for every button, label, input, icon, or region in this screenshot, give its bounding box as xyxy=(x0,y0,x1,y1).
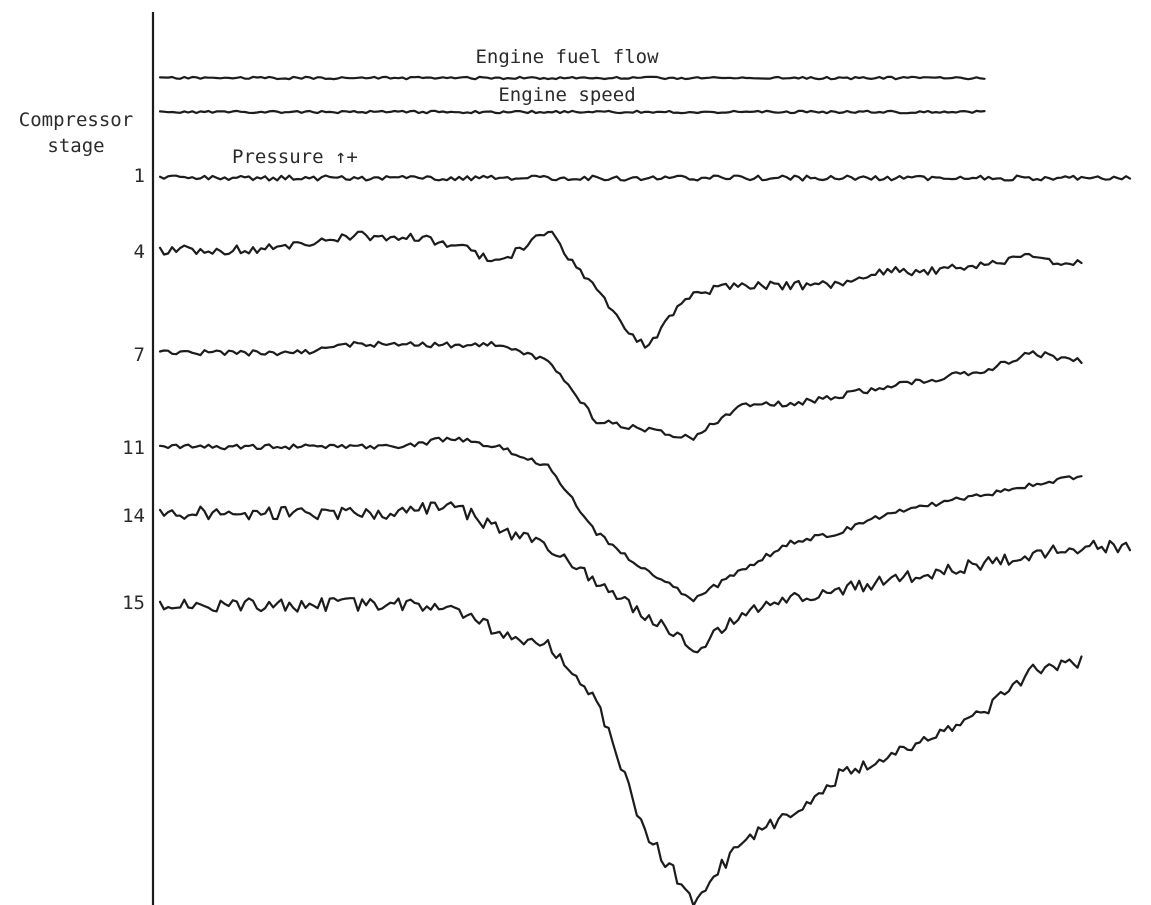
stage-tick-label-14: 14 xyxy=(122,505,145,527)
trace-line-1 xyxy=(158,174,1132,182)
trace-line-4 xyxy=(158,230,1083,349)
series-label-engine-speed: Engine speed xyxy=(498,84,635,106)
pressure-direction-label: Pressure ↑+ xyxy=(232,146,358,168)
trace-line-11 xyxy=(158,436,1083,603)
stage-tick-label-4: 4 xyxy=(134,241,145,263)
y-axis-title-line-1: Compressor xyxy=(19,109,133,131)
stage-tick-label-11: 11 xyxy=(122,437,145,459)
trace-line-engine-speed xyxy=(158,109,986,115)
trace-line-14 xyxy=(158,501,1132,654)
stage-tick-label-7: 7 xyxy=(134,344,145,366)
trace-group xyxy=(158,75,1132,905)
series-label-engine-fuel-flow: Engine fuel flow xyxy=(475,46,659,68)
stage-tick-label-1: 1 xyxy=(134,165,145,187)
trace-line-7 xyxy=(158,340,1083,441)
trace-line-engine-fuel-flow xyxy=(158,75,986,81)
trace-line-15 xyxy=(158,597,1083,905)
stage-tick-label-15: 15 xyxy=(122,592,145,614)
y-axis-title-line-2: stage xyxy=(47,135,104,157)
